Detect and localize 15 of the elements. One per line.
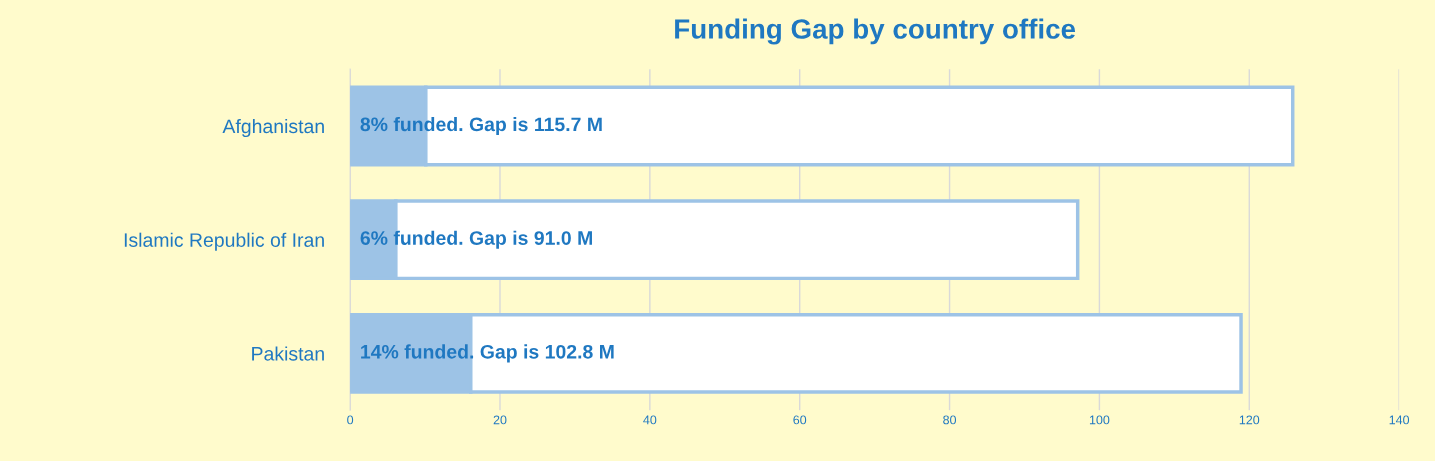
x-tick-label: 60: [793, 415, 807, 425]
data-label: 8% funded. Gap is 115.7 M: [360, 116, 602, 136]
x-tick-label: 140: [1389, 415, 1410, 425]
x-tick-label: 120: [1239, 415, 1260, 425]
chart-title: Funding Gap by country office: [675, 18, 1076, 45]
y-tick-label: Afghanistan: [222, 118, 324, 138]
data-label: 6% funded. Gap is 91.0 M: [360, 230, 592, 249]
x-tick-label: 80: [943, 415, 957, 425]
x-tick-label: 20: [493, 415, 507, 425]
y-tick-label: Islamic Republic of Iran: [124, 232, 324, 251]
x-tick-label: 0: [347, 415, 354, 425]
data-label: 14% funded. Gap is 102.8 M: [361, 344, 614, 363]
y-tick-label: Pakistan: [252, 346, 324, 361]
x-tick-label: 40: [643, 415, 657, 425]
x-tick-label: 100: [1089, 415, 1110, 425]
